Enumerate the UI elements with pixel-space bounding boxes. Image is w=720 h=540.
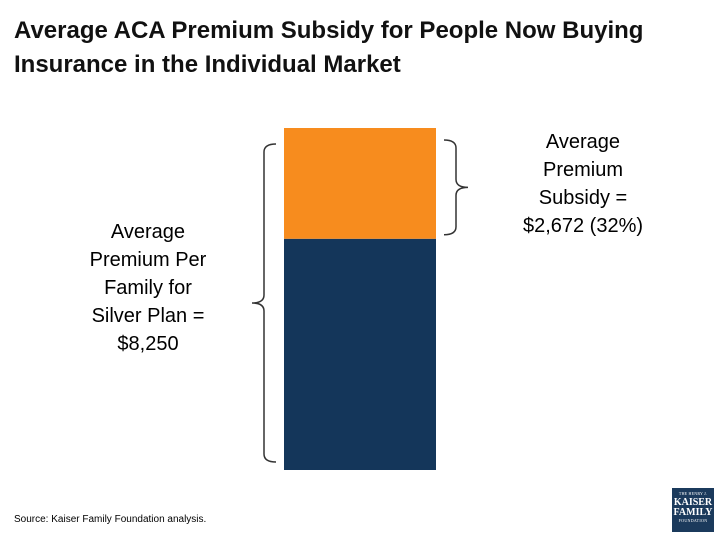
chart-title-line-1: Average ACA Premium Subsidy for People N… [14,17,644,44]
total-premium-line-2: Premium Per [89,249,207,271]
subsidy-brace [443,139,469,236]
source-note: Source: Kaiser Family Foundation analysi… [14,514,207,525]
total-premium-line-3: Family for [104,277,192,299]
total-premium-brace [251,143,277,463]
chart-title: Average ACA Premium Subsidy for People N… [14,14,704,82]
bar-segment-subsidy [284,128,436,239]
subsidy-line-1: Average [545,131,621,153]
subsidy-line-3: Subsidy = [538,187,628,209]
chart-title-line-2: Insurance in the Individual Market [14,51,401,78]
logo-line-2: KAISER [673,497,713,508]
total-premium-annotation: Average Premium Per Family for Silver Pl… [68,218,228,358]
subsidy-line-4: $2,672 (32%) [522,215,644,237]
subsidy-annotation: Average Premium Subsidy = $2,672 (32%) [488,128,678,240]
bar-segment-premium-remainder [284,238,436,470]
total-premium-line-1: Average [110,221,186,243]
logo-line-3: FAMILY [673,507,713,518]
logo-line-1: THE HENRY J. [678,491,708,496]
kff-logo: THE HENRY J. KAISER FAMILY FOUNDATION [672,488,714,532]
logo-line-4: FOUNDATION [678,518,708,523]
subsidy-line-2: Premium [542,159,623,181]
total-premium-line-5: $8,250 [117,333,179,355]
total-premium-line-4: Silver Plan = [91,305,205,327]
